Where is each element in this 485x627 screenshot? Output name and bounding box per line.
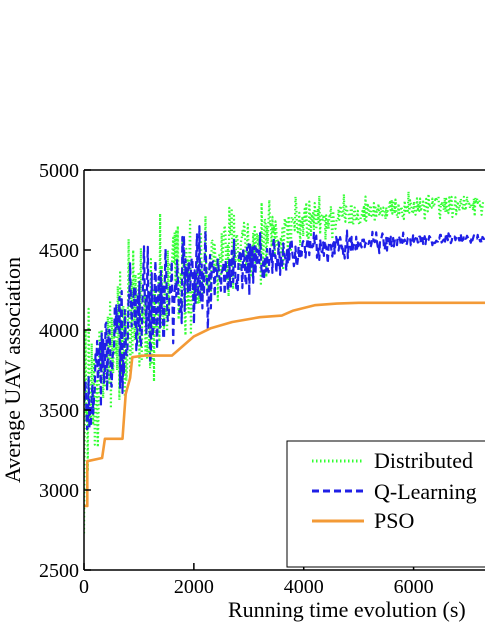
series-line-distributed xyxy=(84,190,485,534)
x-tick-label: 0 xyxy=(79,576,89,598)
x-tick-label: 6000 xyxy=(394,576,434,598)
y-tick-label: 3500 xyxy=(39,400,79,422)
series-line-pso xyxy=(84,301,485,508)
x-axis-title: Running time evolution (s) xyxy=(228,597,466,622)
y-tick-label: 3000 xyxy=(39,480,79,502)
legend-label-pso: PSO xyxy=(374,508,414,533)
y-tick-label: 2500 xyxy=(39,560,79,582)
x-tick-label: 4000 xyxy=(284,576,324,598)
legend: Distributed Q-Learning PSO xyxy=(286,440,485,568)
ticks-layer: 0 2000 4000 6000 2500 3000 3500 4000 4500 5000 xyxy=(39,160,434,598)
legend-label-q-learning: Q-Learning xyxy=(374,479,477,504)
series-layer xyxy=(84,190,485,534)
y-tick-label: 4500 xyxy=(39,240,79,262)
series-line-q-learning xyxy=(84,225,485,431)
legend-label-distributed: Distributed xyxy=(374,448,473,473)
y-tick-label: 4000 xyxy=(39,320,79,342)
y-tick-label: 5000 xyxy=(39,160,79,182)
y-axis-title: Average UAV association xyxy=(0,257,25,483)
x-tick-label: 2000 xyxy=(174,576,214,598)
